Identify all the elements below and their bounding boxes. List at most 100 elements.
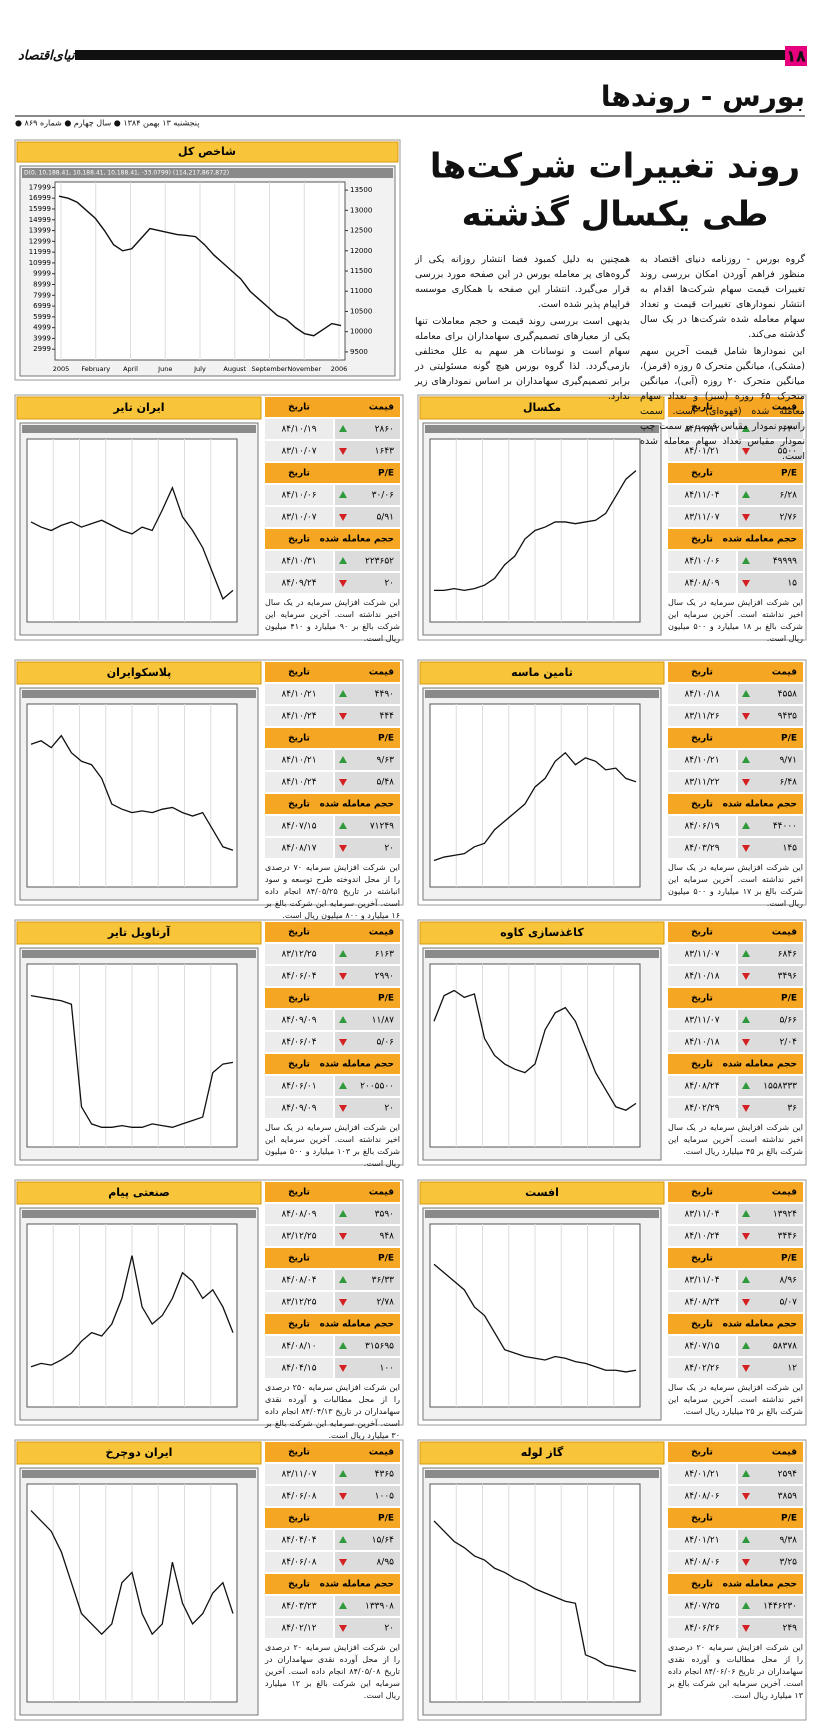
cell-date: ۸۴/۱۰/۰۶ <box>684 557 719 567</box>
header-label: تاریخ <box>691 1320 713 1330</box>
header-label: تاریخ <box>288 1514 310 1524</box>
table-header <box>265 529 400 549</box>
cell-date: ۸۴/۱۰/۲۱ <box>684 756 719 766</box>
cell-value: ۱۳۹۲۴ <box>773 1210 797 1220</box>
cell-date: ۸۴/۰۴/۰۴ <box>281 1536 316 1546</box>
cell-date: ۸۴/۱۰/۱۸ <box>684 1038 719 1048</box>
header-label: تاریخ <box>288 734 310 744</box>
value-cell <box>738 1226 803 1246</box>
cell-value: ۳۶ <box>787 1104 797 1114</box>
value-cell <box>335 838 400 858</box>
cell-value: ۲/۰۴ <box>779 1038 797 1048</box>
date-cell <box>265 706 333 726</box>
table-header <box>668 1248 803 1268</box>
y2-tick-label: 12999 <box>29 237 51 245</box>
value-cell <box>738 1292 803 1312</box>
cell-date: ۸۴/۰۸/۰۶ <box>684 1492 719 1502</box>
date-cell <box>668 1530 736 1550</box>
trend-arrow <box>339 1299 347 1306</box>
date-cell <box>265 1358 333 1378</box>
date-cell <box>668 966 736 986</box>
date-cell <box>668 1292 736 1312</box>
table-header <box>668 1314 803 1334</box>
cell-value: ۳۸۵۹ <box>778 1492 798 1502</box>
cell-value: ۲۰ <box>384 1104 394 1114</box>
cell-value: ۱۰۰۵ <box>375 1492 395 1502</box>
date-cell <box>265 1618 333 1638</box>
trend-arrow <box>339 1536 347 1543</box>
value-cell <box>738 1336 803 1356</box>
value-cell <box>738 772 803 792</box>
value-cell <box>335 441 400 461</box>
cell-date: ۸۴/۰۱/۲۱ <box>684 1470 719 1480</box>
table-header <box>265 662 400 682</box>
cell-value: ۲/۷۶ <box>779 513 797 523</box>
price-line <box>433 1263 637 1373</box>
info-bar <box>425 1210 659 1218</box>
header-label: تاریخ <box>288 994 310 1004</box>
panel-note: این شرکت افزایش سرمایه ۲۰ درصدی را از مح… <box>668 1643 803 1700</box>
date-cell <box>265 551 333 571</box>
cell-value: ۴۳۶۵ <box>375 1470 395 1480</box>
title-bar <box>16 1441 262 1465</box>
y-tick-label: 10500 <box>350 307 372 315</box>
cell-date: ۸۳/۱۱/۰۷ <box>684 513 719 523</box>
header-label: P/E <box>378 734 394 744</box>
header-label: P/E <box>781 994 797 1004</box>
value-cell <box>335 1336 400 1356</box>
date-cell <box>265 1270 333 1290</box>
table-header <box>265 1314 400 1334</box>
value-cell <box>738 838 803 858</box>
cell-value: ۱۲ <box>787 1364 797 1374</box>
trend-arrow <box>339 713 347 720</box>
value-cell <box>738 684 803 704</box>
cell-date: ۸۴/۱۰/۱۸ <box>684 972 719 982</box>
intro-column: همچنین به دلیل کمبود فضا انتشار روزانه ی… <box>415 252 630 404</box>
value-cell <box>335 1618 400 1638</box>
trend-arrow <box>742 822 750 829</box>
date-cell <box>265 1336 333 1356</box>
table-header <box>265 922 400 942</box>
date-cell <box>265 1486 333 1506</box>
cell-value: ۲/۷۸ <box>376 1298 394 1308</box>
value-cell <box>738 1032 803 1052</box>
cell-date: ۸۴/۰۸/۲۴ <box>684 1082 719 1092</box>
cell-value: ۵/۶۶ <box>779 1016 797 1026</box>
table-header <box>668 529 803 549</box>
cell-value: ۱۳۳۹۰۸ <box>365 1602 394 1612</box>
cell-date: ۸۴/۰۳/۲۳ <box>281 1602 316 1612</box>
cell-date: ۸۴/۰۱/۲۱ <box>684 447 719 457</box>
cell-value: ۴۹۹۹۹ <box>773 557 797 567</box>
cell-value: ۹۴۳۵ <box>778 712 798 722</box>
y-tick-label: 12500 <box>350 227 372 235</box>
value-cell <box>335 1530 400 1550</box>
cell-value: ۱۱/۸۷ <box>372 1016 395 1026</box>
page-number: ۱۸ <box>786 47 806 66</box>
y2-tick-label: 8999 <box>33 280 51 288</box>
header-label: تاریخ <box>288 1448 310 1458</box>
y2-tick-label: 5999 <box>33 313 51 321</box>
info-bar <box>22 168 393 178</box>
cell-value: ۱۶۴۳ <box>375 447 395 457</box>
trend-arrow <box>742 448 750 455</box>
value-cell <box>738 966 803 986</box>
date-cell <box>668 1010 736 1030</box>
trend-arrow <box>742 1039 750 1046</box>
value-cell <box>335 1010 400 1030</box>
y2-tick-label: 16999 <box>29 194 51 202</box>
table-header <box>668 463 803 483</box>
value-cell <box>335 1292 400 1312</box>
header-bar <box>15 50 785 60</box>
date-cell <box>668 1358 736 1378</box>
cell-date: ۸۴/۱۱/۱۲ <box>684 425 719 435</box>
trend-arrow <box>742 1016 750 1023</box>
y-tick-label: 13500 <box>350 186 372 194</box>
price-line <box>30 995 234 1128</box>
value-cell <box>335 1076 400 1096</box>
header-label: تاریخ <box>288 800 310 810</box>
date-cell <box>668 1596 736 1616</box>
value-cell <box>335 944 400 964</box>
y2-tick-label: 7999 <box>33 291 51 299</box>
header-label: حجم معامله شده <box>723 1580 797 1590</box>
